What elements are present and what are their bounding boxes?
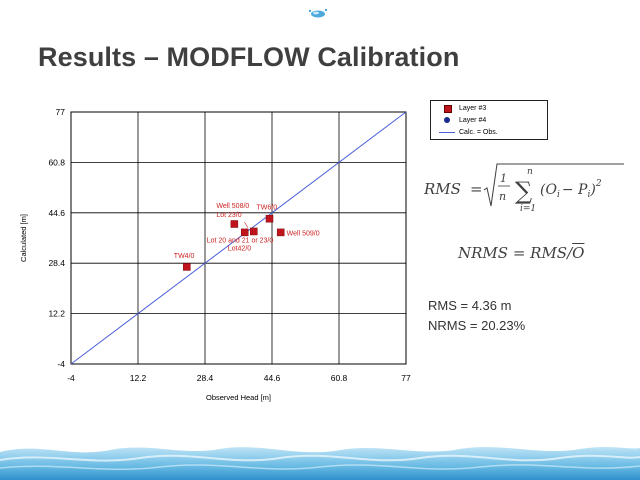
nrms-formula-text: NRMS = RMS/: [458, 244, 573, 262]
slide-title: Results – MODFLOW Calibration: [38, 42, 460, 72]
tick-labels: -4 12.2 28.4 44.6 60.8 77 -4 12.2 28.4 44.6 60.8 77: [48, 107, 411, 383]
x-tick-label: 44.6: [264, 373, 281, 383]
water-wave-footer: [0, 446, 640, 480]
x-axis-label: Observed Head [m]: [206, 393, 271, 402]
x-tick-label: -4: [67, 373, 75, 383]
y-tick-label: 12.2: [48, 309, 65, 319]
data-point: [183, 263, 191, 271]
water-splash-icon: [308, 8, 328, 18]
data-point: [240, 228, 249, 237]
one-to-one-line: [70, 111, 407, 365]
sum-upper: n: [527, 167, 533, 177]
y-tick-label: 28.4: [48, 258, 65, 268]
data-point-label: TW4/0: [174, 253, 195, 260]
formula-lhs: RMS: [424, 180, 461, 198]
legend-label: Layer #4: [459, 117, 487, 124]
annotation-label: Well 508/0: [216, 203, 249, 210]
formula-equals: =: [470, 180, 483, 198]
point-labels: TW4/0 Lot 20 and 21 or 23/0 Lot 23/0 Lot42/…: [174, 203, 320, 260]
legend-item-calc-obs: Calc. = Obs.: [431, 127, 547, 138]
sum-body: (Oi − Pi)2: [540, 179, 602, 200]
data-point: [265, 214, 274, 223]
blue-circle-icon: [444, 117, 450, 123]
label-leader-line: [244, 221, 249, 228]
data-point: [276, 228, 285, 237]
nrms-value: NRMS = 20.23%: [428, 318, 526, 333]
x-tick-label: 28.4: [197, 373, 214, 383]
y-tick-label: 77: [56, 107, 66, 117]
rms-value: RMS = 4.36 m: [428, 298, 512, 313]
data-point: [250, 227, 258, 236]
nrms-formula-obar: O: [572, 244, 585, 262]
data-point: [230, 220, 239, 228]
x-tick-label: 12.2: [130, 373, 147, 383]
red-square-icon: [444, 105, 452, 113]
x-tick-label: 77: [401, 373, 411, 383]
blue-line-icon: [439, 132, 455, 133]
data-point-label: Lot 23/0: [216, 212, 241, 219]
rms-formula: RMS = 1 n ∑ n i=1 (Oi − Pi)2: [424, 163, 624, 214]
legend-item-layer4: Layer #4: [431, 115, 547, 126]
legend-label: Layer #3: [459, 105, 487, 112]
data-points: [183, 214, 285, 271]
sum-lower: i=1: [520, 204, 536, 214]
data-point-label: Well 509/0: [287, 230, 320, 237]
nrms-formula: NRMS = RMS/O: [458, 244, 584, 262]
chart-legend: Layer #3 Layer #4 Calc. = Obs.: [430, 100, 548, 140]
fraction-numerator: 1: [500, 172, 507, 185]
y-tick-label: -4: [57, 359, 65, 369]
legend-item-layer3: Layer #3: [431, 103, 547, 114]
legend-label: Calc. = Obs.: [459, 129, 498, 136]
data-point-label: Lot 20 and 21 or 23/0: [207, 237, 274, 244]
fraction-denominator: n: [499, 190, 506, 203]
data-point-label: Lot42/0: [228, 245, 251, 252]
plot-frame: [70, 111, 407, 365]
y-tick-label: 60.8: [48, 157, 65, 167]
data-point-label: TW6/0: [257, 205, 278, 212]
y-tick-label: 44.6: [48, 208, 65, 218]
y-axis-label: Calculated [m]: [19, 214, 28, 262]
x-tick-label: 60.8: [331, 373, 348, 383]
sum-symbol-icon: ∑: [515, 177, 532, 205]
